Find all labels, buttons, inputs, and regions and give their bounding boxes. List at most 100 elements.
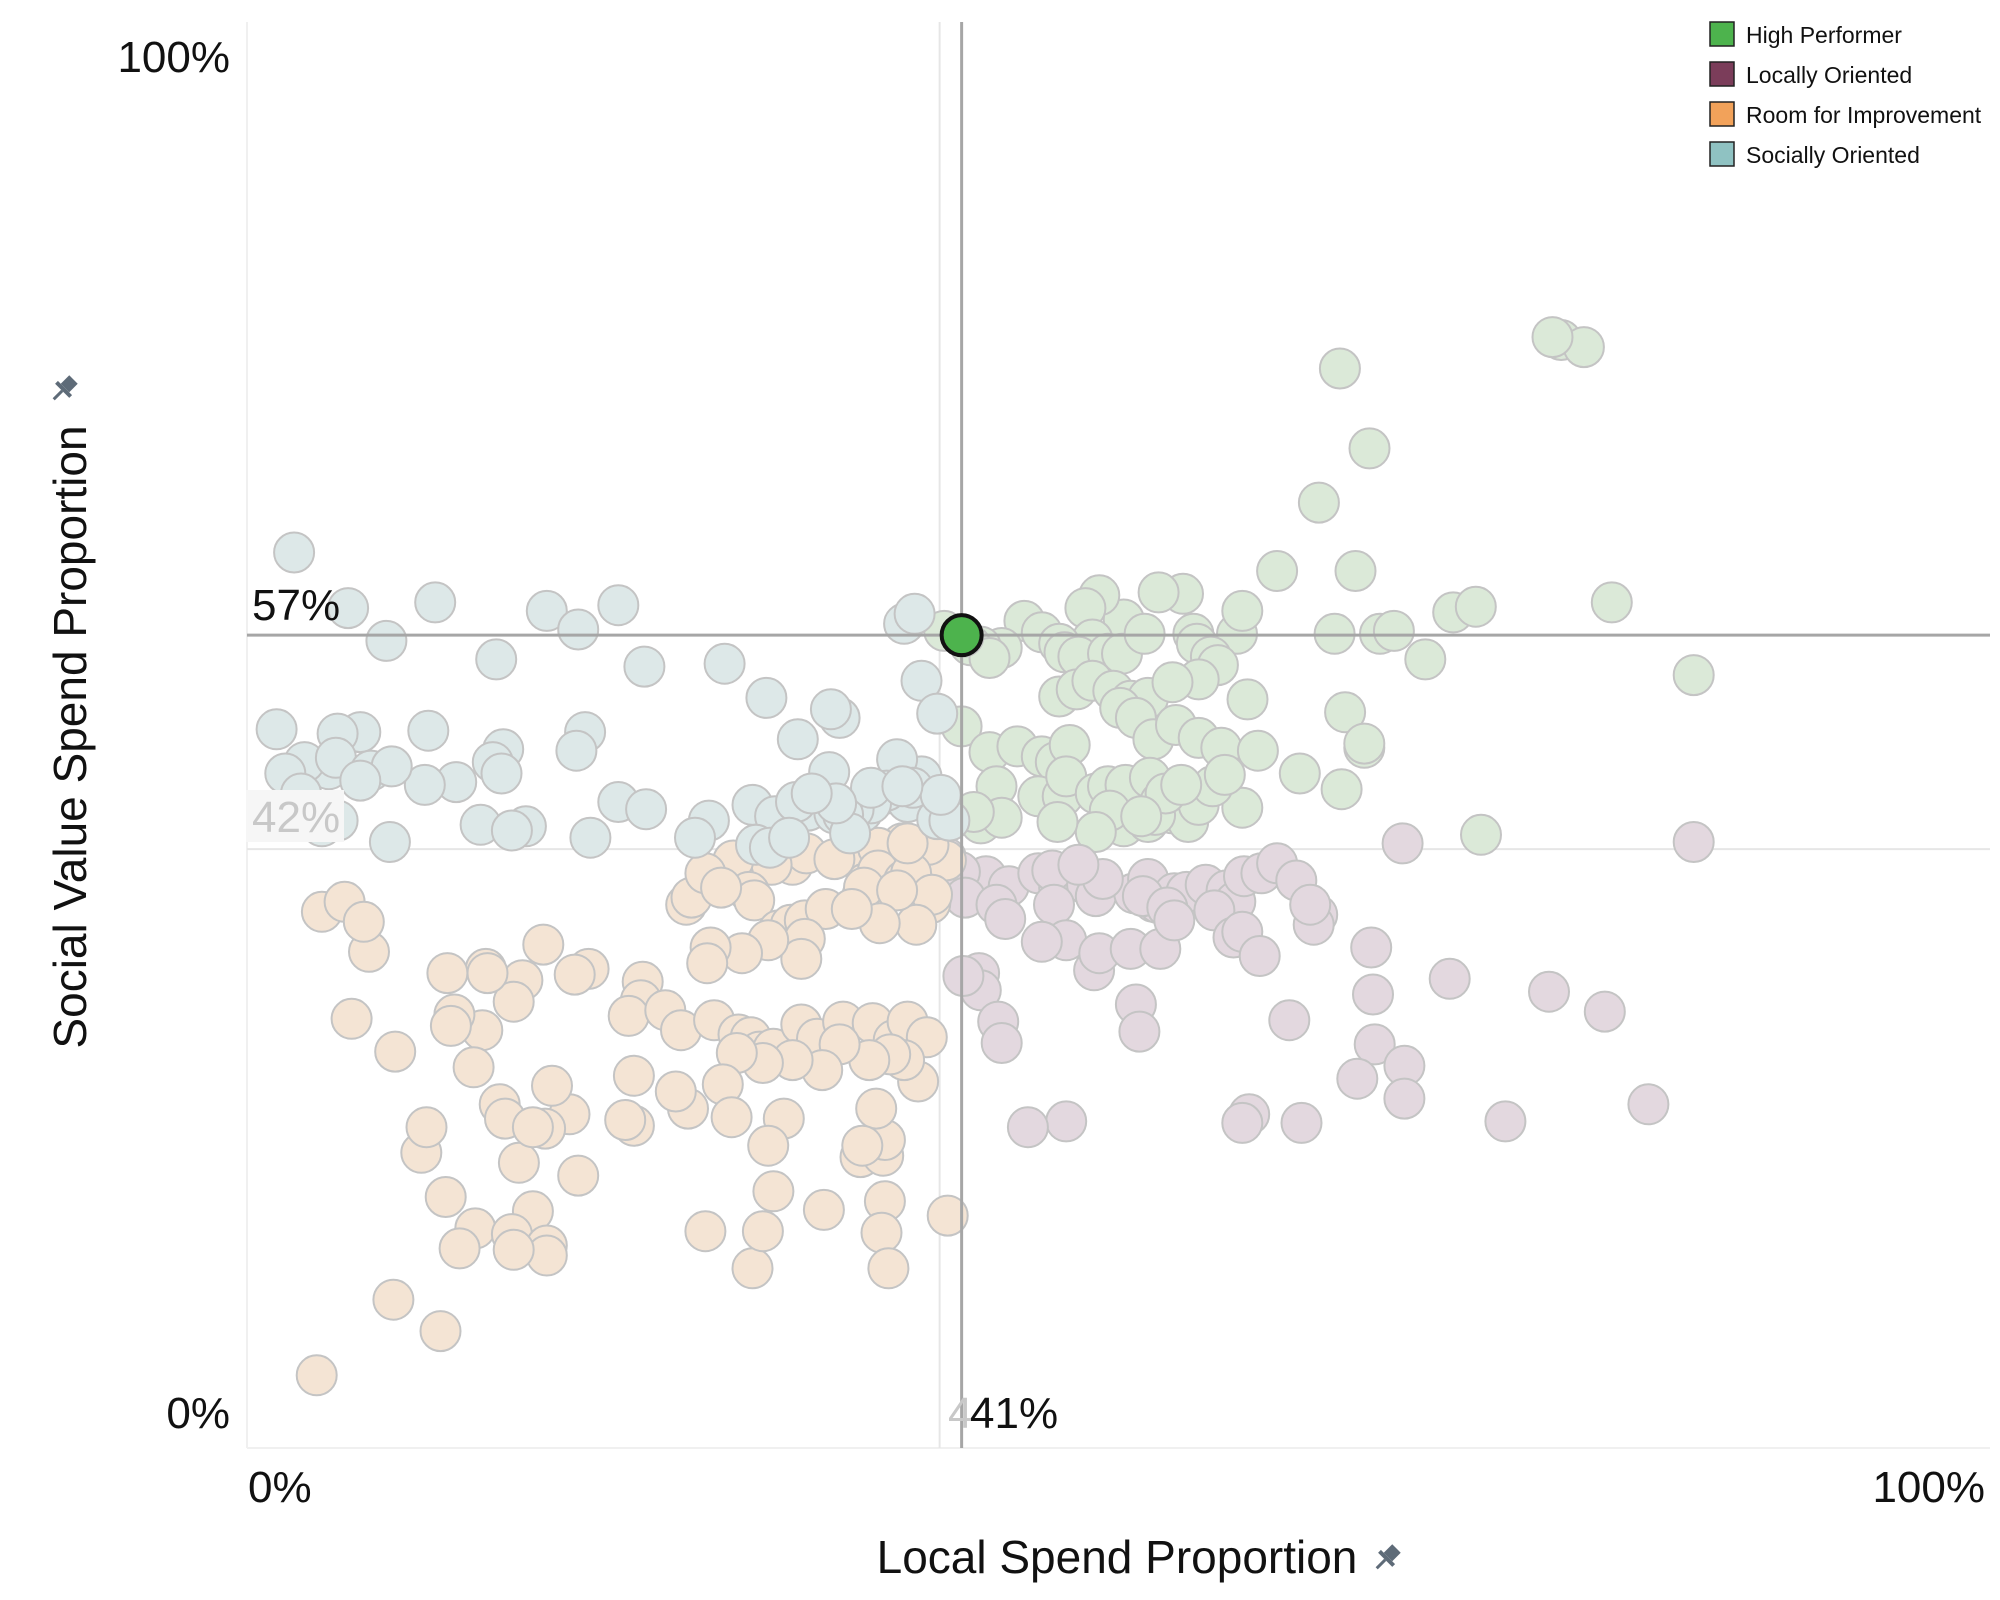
data-point-room-for-improvement[interactable]: [497, 1141, 540, 1184]
data-point-room-for-improvement[interactable]: [405, 1106, 448, 1149]
data-point-room-for-improvement[interactable]: [686, 942, 729, 985]
data-point-room-for-improvement[interactable]: [841, 1124, 884, 1167]
data-point-locally-oriented[interactable]: [1020, 920, 1063, 963]
data-point-room-for-improvement[interactable]: [710, 1096, 753, 1139]
data-point-room-for-improvement[interactable]: [419, 1310, 462, 1353]
data-point-room-for-improvement[interactable]: [607, 994, 650, 1037]
data-point-socially-oriented[interactable]: [255, 708, 298, 751]
data-point-socially-oriented[interactable]: [403, 763, 446, 806]
data-point-socially-oriented[interactable]: [597, 584, 640, 627]
data-point-room-for-improvement[interactable]: [830, 888, 873, 930]
data-point-locally-oriented[interactable]: [1627, 1083, 1670, 1126]
data-point-socially-oriented[interactable]: [525, 589, 568, 632]
data-point-high-performer[interactable]: [1372, 609, 1415, 652]
data-point-socially-oriented[interactable]: [569, 816, 612, 859]
data-point-locally-oriented[interactable]: [1336, 1057, 1379, 1100]
data-point-socially-oriented[interactable]: [745, 676, 788, 719]
data-point-high-performer[interactable]: [1160, 763, 1203, 806]
data-point-high-performer[interactable]: [1278, 752, 1321, 795]
data-point-high-performer[interactable]: [1151, 661, 1194, 704]
data-point-room-for-improvement[interactable]: [731, 1247, 774, 1290]
data-point-room-for-improvement[interactable]: [780, 937, 823, 980]
data-point-high-performer[interactable]: [1318, 347, 1361, 390]
data-point-room-for-improvement[interactable]: [531, 1064, 573, 1107]
data-point-high-performer[interactable]: [1137, 571, 1180, 614]
data-point-socially-oriented[interactable]: [555, 729, 598, 772]
data-point-locally-oriented[interactable]: [1350, 926, 1393, 969]
data-point-locally-oriented[interactable]: [1353, 1023, 1396, 1066]
data-point-locally-oriented[interactable]: [1006, 1106, 1049, 1149]
data-point-room-for-improvement[interactable]: [557, 1154, 600, 1197]
data-point-locally-oriented[interactable]: [980, 1022, 1023, 1064]
data-point-room-for-improvement[interactable]: [876, 869, 919, 912]
data-point-room-for-improvement[interactable]: [466, 952, 509, 995]
data-point-room-for-improvement[interactable]: [926, 1194, 969, 1237]
data-point-high-performer[interactable]: [1256, 550, 1299, 592]
data-point-socially-oriented[interactable]: [365, 619, 408, 662]
legend-item-locally-oriented[interactable]: Locally Oriented: [1709, 61, 1912, 88]
data-point-locally-oriented[interactable]: [942, 955, 985, 997]
data-point-room-for-improvement[interactable]: [492, 1228, 535, 1271]
data-point-locally-oriented[interactable]: [1484, 1100, 1527, 1143]
data-point-room-for-improvement[interactable]: [700, 866, 743, 909]
data-point-socially-oriented[interactable]: [273, 531, 316, 574]
data-point-socially-oriented[interactable]: [407, 709, 450, 752]
data-point-locally-oriented[interactable]: [1280, 1101, 1323, 1144]
data-point-room-for-improvement[interactable]: [752, 1170, 795, 1213]
legend-item-high-performer[interactable]: High Performer: [1709, 21, 1902, 48]
data-point-socially-oriented[interactable]: [776, 718, 819, 761]
data-point-locally-oriented[interactable]: [1238, 935, 1281, 977]
data-point-room-for-improvement[interactable]: [342, 900, 385, 943]
data-point-room-for-improvement[interactable]: [426, 952, 469, 995]
data-point-room-for-improvement[interactable]: [747, 1124, 790, 1167]
data-point-room-for-improvement[interactable]: [802, 1188, 845, 1231]
data-point-socially-oriented[interactable]: [414, 581, 457, 624]
data-point-room-for-improvement[interactable]: [860, 1211, 903, 1254]
data-point-high-performer[interactable]: [1454, 585, 1497, 628]
data-point-locally-oriented[interactable]: [1057, 843, 1100, 886]
data-point-room-for-improvement[interactable]: [372, 1278, 415, 1321]
data-point-socially-oriented[interactable]: [339, 759, 382, 802]
data-point-socially-oriented[interactable]: [480, 752, 523, 795]
data-point-high-performer[interactable]: [1343, 722, 1386, 765]
data-point-high-performer[interactable]: [1334, 550, 1377, 592]
y-axis-pin-icon[interactable]: [47, 372, 81, 406]
data-point-locally-oriented[interactable]: [1033, 883, 1075, 926]
data-point-room-for-improvement[interactable]: [429, 1004, 472, 1047]
data-point-room-for-improvement[interactable]: [553, 953, 596, 996]
data-point-socially-oriented[interactable]: [768, 816, 811, 859]
legend-item-socially-oriented[interactable]: Socially Oriented: [1709, 141, 1920, 168]
data-point-high-performer[interactable]: [1203, 753, 1246, 796]
data-point-high-performer[interactable]: [1221, 786, 1264, 829]
data-point-high-performer[interactable]: [1460, 813, 1502, 856]
data-point-room-for-improvement[interactable]: [612, 1054, 655, 1097]
highlighted-point[interactable]: [939, 613, 984, 658]
data-point-room-for-improvement[interactable]: [295, 1354, 338, 1397]
data-point-high-performer[interactable]: [1036, 801, 1079, 843]
data-point-high-performer[interactable]: [1531, 316, 1574, 359]
data-point-socially-oriented[interactable]: [881, 765, 924, 808]
data-point-socially-oriented[interactable]: [674, 816, 716, 859]
data-point-room-for-improvement[interactable]: [886, 822, 929, 865]
data-point-room-for-improvement[interactable]: [604, 1099, 647, 1141]
data-point-locally-oriented[interactable]: [1383, 1077, 1426, 1120]
data-point-high-performer[interactable]: [1236, 729, 1279, 772]
data-point-high-performer[interactable]: [1221, 589, 1264, 632]
data-point-socially-oriented[interactable]: [625, 788, 668, 831]
data-point-locally-oriented[interactable]: [984, 898, 1027, 940]
data-point-room-for-improvement[interactable]: [492, 980, 535, 1023]
legend-item-room-for-improvement[interactable]: Room for Improvement: [1709, 101, 1982, 128]
data-point-socially-oriented[interactable]: [475, 638, 518, 681]
data-point-room-for-improvement[interactable]: [855, 1087, 898, 1130]
data-point-socially-oriented[interactable]: [368, 821, 411, 863]
data-point-locally-oriented[interactable]: [1118, 1010, 1161, 1053]
data-point-room-for-improvement[interactable]: [438, 1227, 481, 1270]
data-point-socially-oriented[interactable]: [703, 642, 746, 685]
data-point-socially-oriented[interactable]: [327, 587, 370, 630]
data-point-locally-oriented[interactable]: [1381, 822, 1424, 865]
data-point-socially-oriented[interactable]: [490, 809, 533, 852]
data-point-high-performer[interactable]: [1297, 481, 1340, 524]
data-point-locally-oriented[interactable]: [1672, 821, 1715, 863]
data-point-socially-oriented[interactable]: [557, 608, 600, 651]
data-point-socially-oriented[interactable]: [893, 592, 936, 635]
